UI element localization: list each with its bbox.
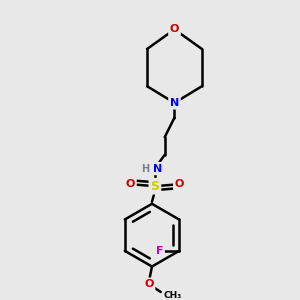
Text: O: O bbox=[126, 179, 135, 189]
Text: F: F bbox=[156, 246, 163, 256]
Text: N: N bbox=[170, 98, 179, 108]
Text: N: N bbox=[153, 164, 163, 173]
Text: CH₃: CH₃ bbox=[164, 291, 182, 300]
Text: S: S bbox=[150, 180, 159, 193]
Text: H: H bbox=[141, 164, 149, 173]
Text: O: O bbox=[144, 279, 154, 289]
Text: O: O bbox=[175, 179, 184, 189]
Text: O: O bbox=[170, 24, 179, 34]
